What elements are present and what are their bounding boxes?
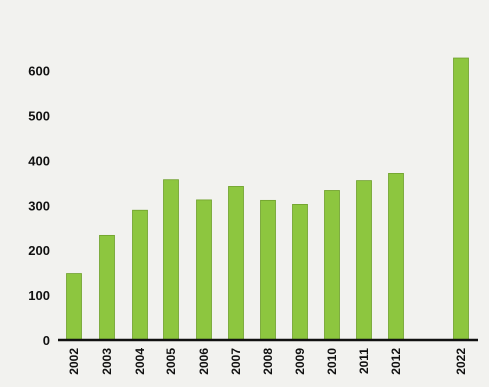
x-tick-label: 2002 bbox=[67, 348, 81, 375]
bar-2009 bbox=[292, 204, 308, 341]
y-tick-label: 600 bbox=[28, 64, 50, 79]
y-axis-ticks: 0 100 200 300 400 500 600 bbox=[28, 64, 50, 348]
bar-2010 bbox=[324, 190, 340, 341]
y-tick-label: 100 bbox=[28, 288, 50, 303]
bar-2008 bbox=[260, 199, 276, 341]
x-tick-label: 2004 bbox=[133, 348, 147, 375]
bar-2006 bbox=[196, 199, 212, 341]
x-tick-label: 2005 bbox=[164, 348, 178, 375]
x-tick-label: 2006 bbox=[197, 348, 211, 375]
x-tick-label: 2022 bbox=[454, 348, 468, 375]
x-tick-label: 2009 bbox=[293, 348, 307, 375]
x-tick-label: 2003 bbox=[100, 348, 114, 375]
y-tick-label: 200 bbox=[28, 243, 50, 258]
x-tick-label: 2007 bbox=[229, 348, 243, 375]
bar-2004 bbox=[132, 209, 148, 341]
bar-2003 bbox=[99, 234, 115, 341]
x-tick-label: 2012 bbox=[389, 348, 403, 375]
bars bbox=[66, 57, 469, 341]
x-tick-label: 2011 bbox=[357, 348, 371, 374]
bar-2007 bbox=[228, 186, 244, 341]
bar-2002 bbox=[66, 273, 82, 341]
y-tick-label: 500 bbox=[28, 109, 50, 124]
x-axis-labels: 2002 2003 2004 2005 2006 2007 2008 2009 2010 2011… bbox=[67, 348, 468, 375]
bar-2012 bbox=[388, 173, 404, 341]
x-tick-label: 2008 bbox=[261, 348, 275, 375]
y-tick-label: 0 bbox=[43, 333, 50, 348]
y-tick-label: 400 bbox=[28, 153, 50, 168]
bar-2011 bbox=[356, 180, 372, 341]
y-tick-label: 300 bbox=[28, 198, 50, 213]
x-tick-label: 2010 bbox=[325, 348, 339, 375]
bar-2005 bbox=[163, 179, 179, 341]
bar-2022 bbox=[453, 57, 469, 341]
